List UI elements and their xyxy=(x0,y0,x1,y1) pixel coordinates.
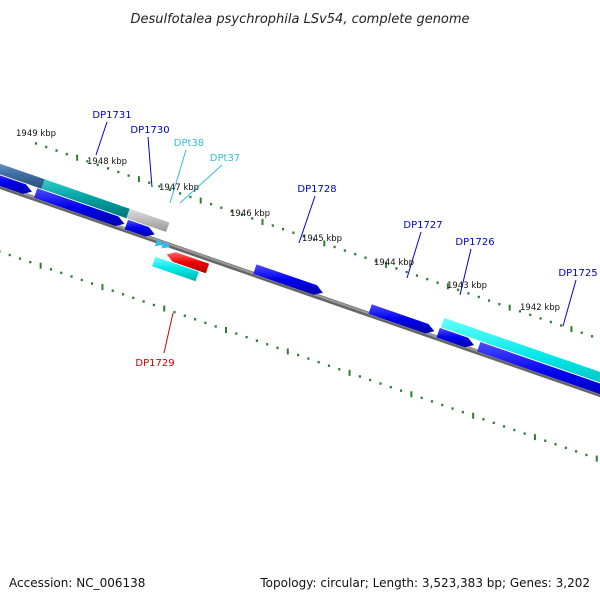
scale-label: 1944 kbp xyxy=(374,258,414,268)
gene-dp1728[interactable] xyxy=(253,264,323,295)
scale-label: 1942 kbp xyxy=(520,303,560,313)
gene-label-dp1728[interactable]: DP1728 xyxy=(297,184,336,195)
gene-label-dp1726[interactable]: DP1726 xyxy=(455,237,494,248)
callout-line xyxy=(179,164,223,204)
gene-label-dp1729[interactable]: DP1729 xyxy=(135,358,174,369)
scale-ticks xyxy=(0,142,598,462)
callout-line xyxy=(169,149,187,204)
trna-dpt38[interactable] xyxy=(154,238,164,247)
callout-line xyxy=(562,279,577,327)
callout-line xyxy=(406,231,422,279)
gene-dp1729-cyan[interactable] xyxy=(152,256,199,282)
callout-line xyxy=(459,248,472,296)
gene-dp1726-cyan[interactable] xyxy=(441,317,600,399)
scale-label: 1947 kbp xyxy=(159,183,199,193)
gene-label-dp1725[interactable]: DP1725 xyxy=(558,268,597,279)
scale-label: 1945 kbp xyxy=(302,234,342,244)
genome-summary-text: Topology: circular; Length: 3,523,383 bp… xyxy=(259,576,590,590)
accession-text: Accession: NC_006138 xyxy=(9,576,145,590)
gene-dp1730-b[interactable] xyxy=(124,219,155,237)
gene-dp1730[interactable] xyxy=(34,188,125,226)
scale-label: 1948 kbp xyxy=(87,157,127,167)
gene-dp1730-gray[interactable] xyxy=(126,208,170,232)
scale-labels: 1949 kbp 1948 kbp 1947 kbp 1946 kbp 1945 kbp… xyxy=(16,129,560,313)
scale-label: 1943 kbp xyxy=(447,281,487,291)
callout-line xyxy=(298,195,316,244)
gene-dp1725[interactable] xyxy=(477,342,600,406)
gene-label-dp1730[interactable]: DP1730 xyxy=(130,125,169,136)
gene-labels: DP1731 DP1730 DPt38 DPt37 DP1728 DP1727 DP1726… xyxy=(92,110,597,369)
callout-line xyxy=(147,136,153,188)
scale-label: 1946 kbp xyxy=(230,209,270,219)
gene-dp1727[interactable] xyxy=(368,304,435,334)
gene-features xyxy=(0,160,600,406)
gene-label-dpt37[interactable]: DPt37 xyxy=(210,153,240,164)
callout-line xyxy=(163,312,174,354)
gene-label-dp1731[interactable]: DP1731 xyxy=(92,110,131,121)
gene-dp1731-teal[interactable] xyxy=(41,179,130,219)
map-title: Desulfotalea psychrophila LSv54, complet… xyxy=(130,12,469,27)
gene-dp1729[interactable] xyxy=(166,252,210,274)
gene-label-dpt38[interactable]: DPt38 xyxy=(174,138,204,149)
gene-dp1726[interactable] xyxy=(436,327,475,348)
gene-dp1731-steel[interactable] xyxy=(0,160,45,189)
trna-dpt37[interactable] xyxy=(161,240,171,249)
scale-label: 1949 kbp xyxy=(16,129,56,139)
gene-label-dp1727[interactable]: DP1727 xyxy=(403,220,442,231)
callout-line xyxy=(95,121,108,156)
gene-dp1731[interactable] xyxy=(0,170,32,194)
